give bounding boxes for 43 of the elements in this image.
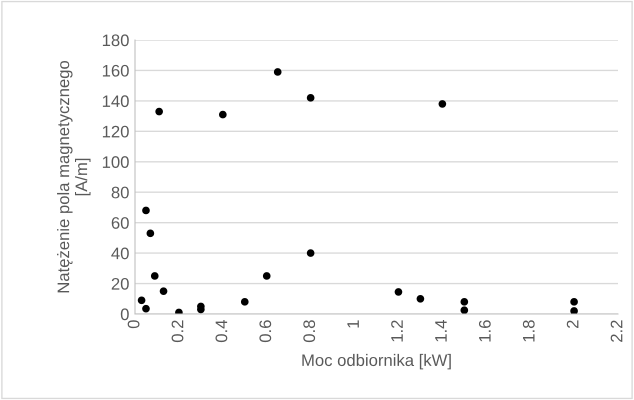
- x-tick-label: 0.2: [172, 320, 184, 342]
- y-tick-label: 140: [102, 95, 129, 108]
- point: [138, 296, 146, 304]
- x-tick-label: 0.6: [259, 320, 272, 342]
- point: [155, 108, 163, 116]
- x-tick-label: 1.6: [478, 320, 491, 342]
- point: [460, 306, 468, 314]
- x-tick-label: 1.2: [391, 320, 403, 342]
- x-tick-label: 1: [347, 320, 359, 328]
- x-tick-label: 1.8: [522, 320, 535, 342]
- point: [262, 272, 271, 280]
- point: [146, 230, 154, 238]
- point: [306, 94, 314, 102]
- x-tick-label: 0: [128, 320, 140, 328]
- point: [394, 288, 402, 296]
- point: [150, 272, 159, 280]
- y-tick-label: 40: [111, 248, 129, 260]
- point: [142, 206, 150, 214]
- y-tick-label: 120: [102, 126, 129, 138]
- y-tick-label: 180: [102, 34, 129, 46]
- point: [274, 68, 282, 76]
- point: [160, 287, 168, 295]
- point: [240, 298, 249, 306]
- point: [142, 304, 150, 312]
- x-tick-label: 2.2: [610, 320, 622, 342]
- y-tick-label: 100: [102, 156, 129, 168]
- point: [306, 249, 314, 257]
- x-tick-label: 2: [566, 320, 578, 328]
- point: [570, 298, 578, 306]
- point: [460, 298, 468, 306]
- y-tick-label: 20: [112, 278, 129, 290]
- y-tick-label: 60: [112, 217, 129, 229]
- x-axis-title: Moc odbiornika [kW]: [302, 354, 451, 370]
- point: [416, 294, 424, 303]
- x-tick-label: 0.8: [303, 320, 316, 342]
- point: [570, 307, 578, 314]
- point: [438, 100, 446, 108]
- point: [219, 110, 227, 118]
- y-tick-label: 80: [112, 186, 129, 198]
- y-tick-label: 160: [102, 64, 129, 77]
- y-axis-title: Natężenie pola magnetycznego [A/m]: [57, 60, 91, 292]
- x-tick-label: 1.4: [435, 320, 447, 342]
- x-tick-label: 0.4: [215, 320, 228, 342]
